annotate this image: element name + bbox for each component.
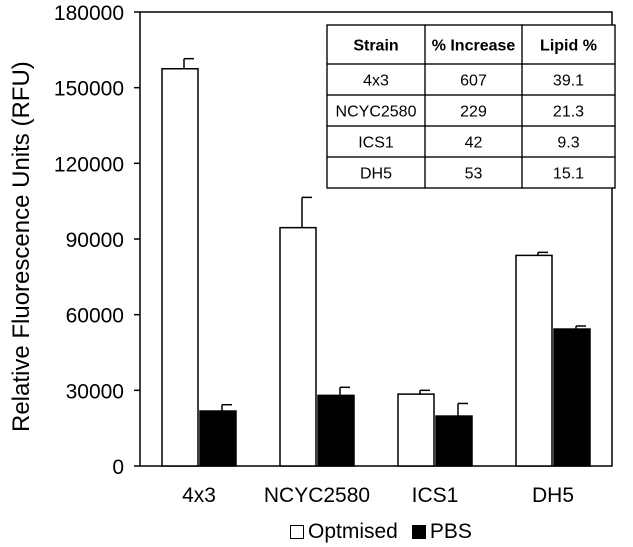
y-tick-label: 180000 xyxy=(54,2,124,25)
table-cell-text: 15.1 xyxy=(553,166,584,183)
x-tick-label: 4x3 xyxy=(182,484,216,507)
table-cell xyxy=(521,156,616,189)
table-cell-text: 607 xyxy=(460,73,487,90)
bar-optmised-ncyc2580 xyxy=(279,226,317,467)
bar-optmised-ics1 xyxy=(397,393,435,467)
legend-label-optmised: Optmised xyxy=(308,520,398,543)
table-header-text: Strain xyxy=(353,38,398,55)
table-cell-text: 39.1 xyxy=(553,73,584,90)
x-tick-label: ICS1 xyxy=(412,484,459,507)
table-cell-text: 9.3 xyxy=(557,135,579,152)
bar-pbs-dh5 xyxy=(553,328,591,467)
y-axis-label: Relative Fluorescence Units (RFU) xyxy=(8,61,35,432)
table-cell-text: DH5 xyxy=(360,166,392,183)
x-tick-label: DH5 xyxy=(532,484,574,507)
y-tick-label: 30000 xyxy=(66,380,124,403)
table-header-text: Lipid % xyxy=(540,38,597,55)
table-cell-text: 21.3 xyxy=(553,104,584,121)
legend-swatch-optmised xyxy=(290,525,304,539)
y-tick-label: 150000 xyxy=(54,78,124,101)
bar-pbs-4x3 xyxy=(199,410,237,467)
legend: Optmised PBS xyxy=(290,520,486,544)
table-cell-text: 42 xyxy=(465,135,483,152)
bar-optmised-4x3 xyxy=(161,68,199,467)
plot-area: 0 30000 60000 90000 120000 150000 180000 4x3 NCY… xyxy=(54,2,613,507)
table-cell-text: 4x3 xyxy=(363,73,389,90)
x-tick-label: NCYC2580 xyxy=(264,484,370,507)
legend-item-pbs: PBS xyxy=(411,520,472,544)
table-cell-text: ICS1 xyxy=(358,135,394,152)
y-tick-label: 120000 xyxy=(54,153,124,176)
y-tick-label: 0 xyxy=(112,456,124,479)
bar-pbs-ncyc2580 xyxy=(317,394,355,467)
table-header-text: % Increase xyxy=(432,38,516,55)
y-tick-label: 60000 xyxy=(66,305,124,328)
y-tick-label: 90000 xyxy=(66,229,124,252)
bar-pbs-ics1 xyxy=(435,415,473,467)
legend-swatch-pbs xyxy=(411,525,426,539)
bar-optmised-dh5 xyxy=(515,254,553,467)
table-frame xyxy=(326,24,616,189)
inset-table: Strain % Increase Lipid % 4x3 607 39.1 NCYC258… xyxy=(326,24,616,189)
table-cell-text: NCYC2580 xyxy=(336,104,417,121)
legend-label-pbs: PBS xyxy=(429,520,472,543)
legend-item-optmised: Optmised xyxy=(290,520,398,544)
table-cell-text: 53 xyxy=(465,166,483,183)
table-cell-text: 229 xyxy=(460,104,487,121)
